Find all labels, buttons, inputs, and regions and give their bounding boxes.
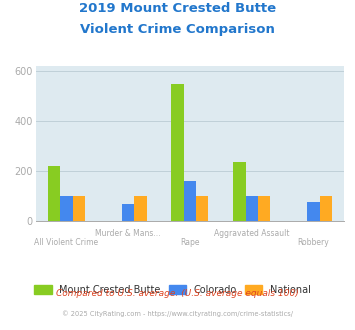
Bar xyxy=(320,196,332,221)
Legend: Mount Crested Butte, Colorado, National: Mount Crested Butte, Colorado, National xyxy=(34,285,311,295)
Text: 2019 Mount Crested Butte: 2019 Mount Crested Butte xyxy=(79,2,276,15)
Text: Murder & Mans...: Murder & Mans... xyxy=(95,229,161,238)
Text: All Violent Crime: All Violent Crime xyxy=(34,238,98,247)
Bar xyxy=(48,166,60,221)
Text: Aggravated Assault: Aggravated Assault xyxy=(214,229,289,238)
Bar xyxy=(122,204,134,221)
Bar xyxy=(60,196,72,221)
Text: © 2025 CityRating.com - https://www.cityrating.com/crime-statistics/: © 2025 CityRating.com - https://www.city… xyxy=(62,310,293,317)
Text: Violent Crime Comparison: Violent Crime Comparison xyxy=(80,23,275,36)
Bar xyxy=(134,196,147,221)
Text: Rape: Rape xyxy=(180,238,200,247)
Bar xyxy=(196,196,208,221)
Bar xyxy=(184,181,196,221)
Bar xyxy=(258,196,270,221)
Bar xyxy=(233,162,246,221)
Bar xyxy=(307,202,320,221)
Bar xyxy=(72,196,85,221)
Text: Compared to U.S. average. (U.S. average equals 100): Compared to U.S. average. (U.S. average … xyxy=(56,289,299,298)
Bar xyxy=(171,83,184,221)
Bar xyxy=(246,196,258,221)
Text: Robbery: Robbery xyxy=(297,238,329,247)
